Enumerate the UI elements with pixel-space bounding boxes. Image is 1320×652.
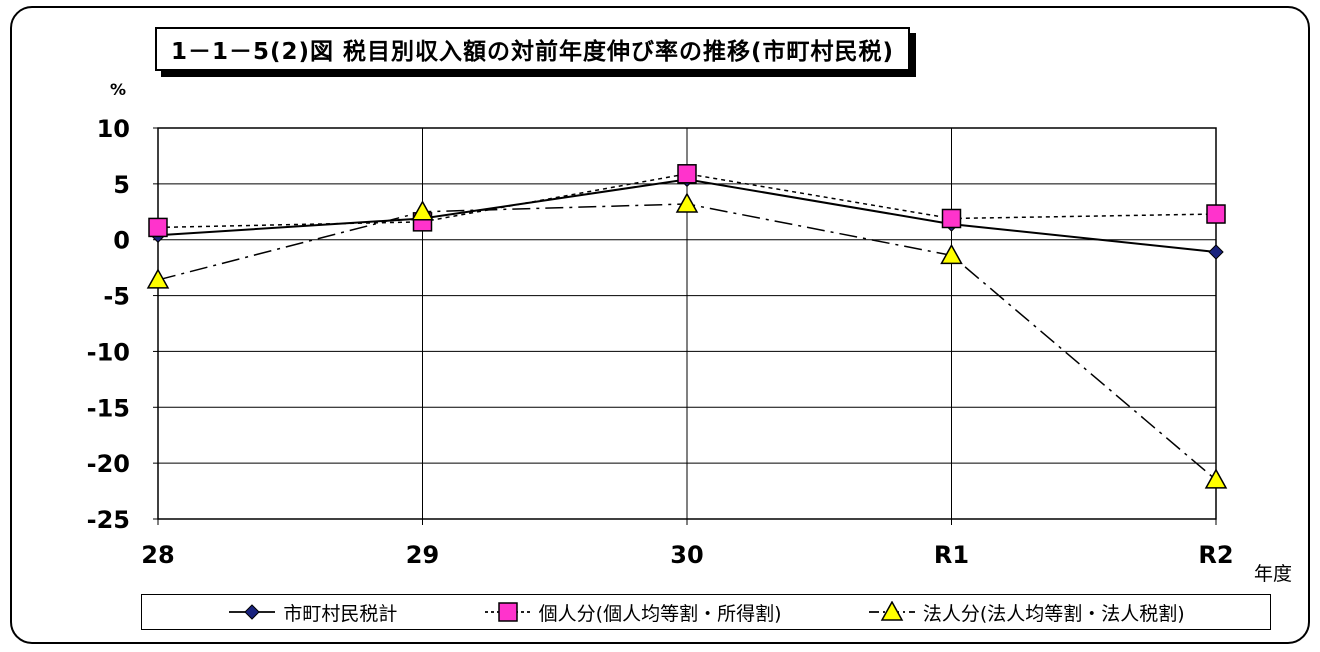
legend-marker: [244, 604, 261, 620]
legend-item-3: 法人分(法人均等割・法人税割): [867, 599, 1185, 626]
series-3-point: [675, 192, 699, 213]
x-tick-label: R2: [1198, 541, 1233, 569]
series-3-point: [940, 243, 963, 265]
legend-label: 個人分(個人均等割・所得割): [538, 602, 782, 625]
series-2-point: [677, 164, 697, 184]
y-tick-label: 0: [113, 227, 130, 255]
legend-item-2: 個人分(個人均等割・所得割): [483, 599, 782, 626]
chart-frame: [10, 6, 1310, 644]
series-2-point: [941, 208, 962, 229]
series-3-point: [1204, 468, 1228, 489]
legend-swatch: [484, 602, 531, 622]
legend-label: 法人分(法人均等割・法人税割): [922, 602, 1185, 625]
y-tick-label: -5: [103, 283, 130, 311]
y-axis-label: %: [110, 80, 126, 99]
y-tick-label: 10: [97, 115, 130, 143]
x-axis-label: 年度: [1254, 563, 1292, 585]
series-line-2: [157, 173, 1217, 229]
legend-marker: [497, 602, 518, 622]
legend-item-1: 市町村民税計: [227, 599, 397, 626]
x-tick-label: 28: [141, 541, 174, 569]
series-2-point: [1206, 204, 1226, 224]
legend-swatch: [229, 604, 276, 620]
series-3-point: [146, 268, 170, 289]
y-tick-label: -20: [87, 450, 130, 478]
series-2-point: [148, 217, 168, 238]
legend-marker: [880, 601, 904, 621]
series-3-point: [411, 200, 434, 221]
x-tick-label: 29: [406, 541, 439, 569]
y-tick-label: -15: [87, 394, 130, 422]
chart-title: 1－1－5(2)図 税目別収入額の対前年度伸び率の推移(市町村民税): [155, 27, 911, 71]
legend-label: 市町村民税計: [283, 602, 398, 625]
legend-swatch: [868, 601, 915, 621]
y-tick-label: -25: [87, 506, 130, 534]
chart-legend: 市町村民税計 個人分(個人均等割・所得割) 法人分(法人均等割・法人税割): [141, 594, 1271, 630]
x-tick-label: R1: [934, 541, 969, 569]
y-tick-label: 5: [113, 171, 130, 199]
x-tick-label: 30: [670, 541, 703, 569]
y-tick-label: -10: [87, 338, 130, 366]
series-1-point: [1208, 244, 1224, 260]
